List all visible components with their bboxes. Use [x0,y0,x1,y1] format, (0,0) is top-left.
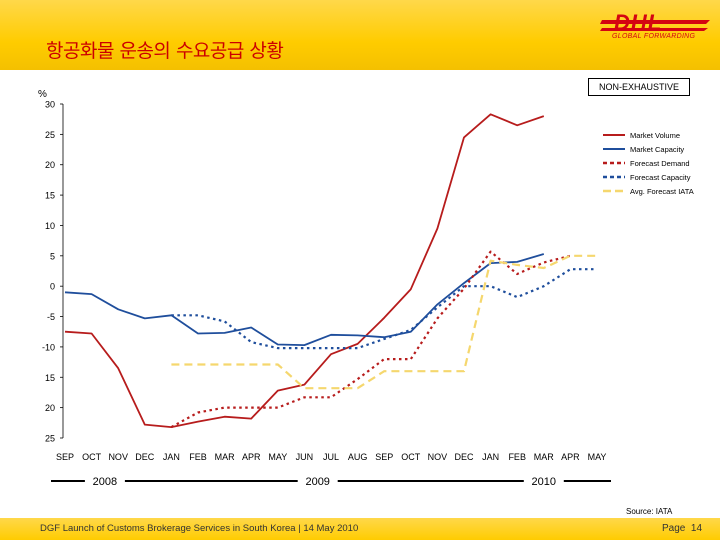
x-tick-label: SEP [56,452,74,462]
x-tick-label: FEB [508,452,526,462]
x-tick-label: OCT [82,452,102,462]
y-tick-label: 30 [45,100,55,110]
x-tick-label: NOV [108,452,128,462]
dhl-logo-icon [600,20,710,31]
x-tick-label: APR [561,452,580,462]
x-tick-label: JAN [482,452,499,462]
y-tick-label: 25 [45,130,55,140]
non-exhaustive-badge: NON-EXHAUSTIVE [588,78,690,96]
y-tick-label: -10 [42,342,55,352]
x-tick-label: JAN [163,452,180,462]
page-number: Page 14 [662,523,702,534]
y-tick-label: 20 [45,160,55,170]
x-tick-label: MAY [268,452,287,462]
x-tick-label: FEB [189,452,207,462]
year-label: 2009 [305,476,329,488]
x-tick-label: NOV [428,452,448,462]
series-line-market-volume [64,113,545,428]
y-tick-label: 15 [45,373,55,383]
y-tick-label: 0 [50,282,55,292]
y-tick-label: 10 [45,221,55,231]
y-tick-label: 25 [45,434,55,444]
series-line-avg-forecast-iata [171,254,597,390]
legend-label: Market Capacity [630,145,684,154]
logo-text: DHL [614,10,663,35]
year-label: 2008 [93,476,117,488]
footer-bar [0,518,720,540]
page-number-value: 14 [690,523,703,534]
legend-label: Avg. Forecast IATA [630,187,694,196]
header-bar [0,0,720,70]
x-tick-label: JUN [296,452,314,462]
y-tick-label: 15 [45,191,55,201]
x-tick-label: OCT [401,452,421,462]
y-tick-label: -5 [47,312,55,322]
source-note: Source: IATA [626,507,673,516]
x-tick-label: DEC [454,452,474,462]
series-line-market-capacity [64,253,545,346]
legend-label: Forecast Demand [630,159,690,168]
x-tick-label: JUL [323,452,339,462]
x-tick-label: SEP [375,452,393,462]
x-tick-label: APR [242,452,261,462]
year-label: 2010 [532,476,556,488]
page-title: 항공화물 운송의 수요공급 상황 [46,40,284,62]
series-line-forecast-capacity [171,268,597,350]
logo-subtitle: GLOBAL FORWARDING [612,33,696,40]
y-tick-label: 20 [45,403,55,413]
x-tick-label: AUG [348,452,368,462]
series-line-forecast-demand [170,250,571,429]
y-tick-label: 5 [50,251,55,261]
y-axis-label: % [38,89,47,100]
x-tick-label: MAR [534,452,555,462]
x-tick-label: MAR [215,452,236,462]
legend-label: Market Volume [630,131,680,140]
footer-text: DGF Launch of Customs Brokerage Services… [40,523,359,534]
page-label: Page [662,523,686,534]
x-tick-label: DEC [135,452,155,462]
legend-label: Forecast Capacity [630,173,691,182]
x-tick-label: MAY [588,452,607,462]
